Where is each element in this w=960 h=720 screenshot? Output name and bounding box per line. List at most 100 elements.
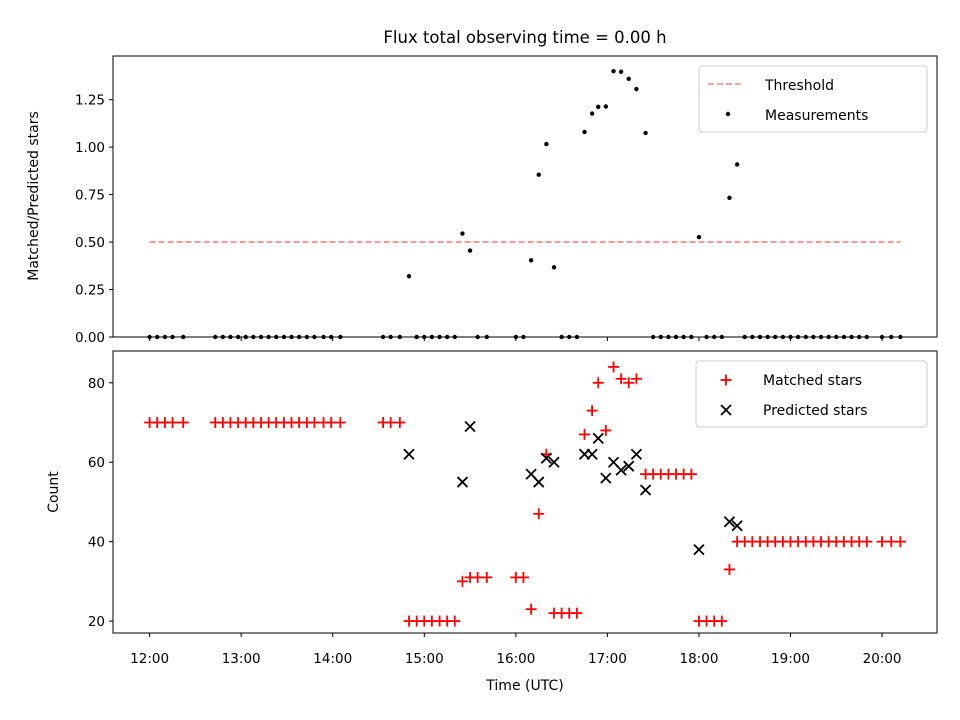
ratio-y-tick-label: 1.25	[75, 93, 105, 109]
matched-star-point	[449, 615, 461, 627]
legend-measurements-swatch	[725, 111, 731, 117]
predicted-star-stroke	[615, 464, 627, 476]
measurement-point	[618, 69, 624, 74]
matched-star-point	[481, 571, 493, 583]
predicted-star-point	[456, 476, 469, 488]
ratio-legend: Threshold Measurements	[698, 65, 928, 133]
ratio-y-tick-label: 1.00	[75, 140, 105, 156]
measurement-point	[742, 334, 747, 340]
count-y-ticks: 20 40 60 80	[88, 376, 113, 630]
measurement-point	[673, 334, 679, 340]
measurement-point	[444, 334, 450, 340]
measurement-point	[536, 172, 541, 177]
measurement-point	[643, 130, 648, 136]
measurement-point	[757, 334, 763, 340]
measurement-point	[856, 334, 862, 340]
measurement-point	[544, 141, 549, 147]
measurement-point	[251, 334, 256, 340]
measurement-point	[162, 334, 168, 340]
measurement-point	[181, 334, 186, 340]
ratio-y-tick-label: 0.75	[75, 188, 105, 204]
measurement-point	[567, 334, 572, 340]
predicted-star-point	[731, 520, 743, 532]
predicted-star-stroke	[464, 420, 476, 433]
ratio-panel: 0.00 0.25 0.50 0.75 1.00 1.25 Matched/Predict…	[26, 55, 938, 346]
measurement-point	[528, 258, 534, 263]
predicted-star-point	[533, 476, 545, 488]
predicted-star-stroke	[600, 472, 612, 484]
ratio-y-axis-label: Matched/Predicted stars	[26, 111, 42, 281]
predicted-star-point	[615, 464, 627, 476]
measurement-point	[266, 334, 271, 340]
measurement-point	[574, 334, 580, 340]
measurement-point	[452, 334, 457, 340]
measurement-point	[803, 334, 809, 340]
predicted-star-stroke	[586, 448, 598, 460]
measurement-point	[328, 334, 334, 340]
measurement-point	[321, 334, 326, 340]
matched-star-point	[685, 468, 697, 480]
matched-star-point	[394, 416, 406, 428]
predicted-star-stroke	[592, 432, 604, 445]
predicted-star-point	[623, 460, 635, 472]
measurement-point	[147, 334, 152, 340]
predicted-star-stroke	[456, 476, 469, 488]
measurement-point	[521, 334, 526, 340]
measurement-point	[380, 334, 386, 340]
measurement-point	[626, 76, 631, 81]
matched-star-point	[586, 405, 598, 417]
predicted-star-stroke	[693, 543, 705, 556]
measurement-point	[719, 334, 725, 340]
measurement-point	[296, 334, 302, 340]
matched-star-point	[615, 373, 627, 385]
measurement-point	[727, 195, 732, 201]
count-x-ticks: 12:00 13:00 14:00 15:00 16:00 17:00 18:00 19:00…	[130, 633, 902, 667]
predicted-star-stroke	[540, 452, 552, 464]
measurement-point	[788, 334, 793, 340]
measurement-point	[889, 334, 894, 340]
ratio-y-tick-label: 0.00	[75, 330, 105, 346]
ratio-y-ticks: 0.00 0.25 0.50 0.75 1.00 1.25	[75, 93, 113, 346]
count-x-tick-label: 15:00	[405, 651, 444, 667]
matched-star-point	[167, 416, 179, 428]
predicted-star-stroke	[630, 448, 643, 460]
measurement-point	[681, 334, 686, 340]
matched-star-point	[894, 536, 906, 548]
matched-star-point	[630, 373, 642, 385]
matched-star-point	[517, 571, 529, 583]
measurement-point	[841, 334, 847, 340]
measurement-point	[898, 334, 903, 340]
count-x-tick-label: 16:00	[496, 651, 535, 667]
matched-star-point	[571, 607, 583, 619]
measurement-point	[437, 334, 442, 340]
measurement-point	[582, 129, 587, 135]
measurement-point	[603, 104, 609, 109]
predicted-star-stroke	[731, 520, 743, 532]
predicted-star-point	[403, 448, 415, 460]
predicted-star-stroke	[403, 448, 415, 460]
predicted-star-point	[548, 456, 560, 468]
predicted-star-point	[540, 452, 552, 464]
count-panel-frame	[112, 350, 938, 634]
matched-star-point	[623, 377, 635, 389]
predicted-star-point	[592, 432, 604, 445]
legend-matched-swatch	[720, 374, 732, 386]
measurement-point	[765, 334, 770, 340]
matched-star-point	[456, 575, 468, 587]
legend-threshold-label: Threshold	[764, 78, 834, 94]
measurement-point	[611, 68, 616, 74]
measurement-point	[658, 334, 663, 340]
count-x-tick-label: 20:00	[863, 651, 902, 667]
count-x-tick-label: 19:00	[771, 651, 810, 667]
predicted-star-stroke	[639, 484, 652, 496]
matched-star-point	[600, 424, 612, 436]
measurement-point	[559, 334, 564, 340]
ratio-legend-box	[698, 65, 928, 133]
measurement-point	[422, 334, 427, 340]
count-x-tick-label: 17:00	[588, 651, 627, 667]
measurement-point	[388, 334, 393, 340]
measurement-point	[634, 86, 639, 92]
predicted-star-point	[600, 472, 612, 484]
